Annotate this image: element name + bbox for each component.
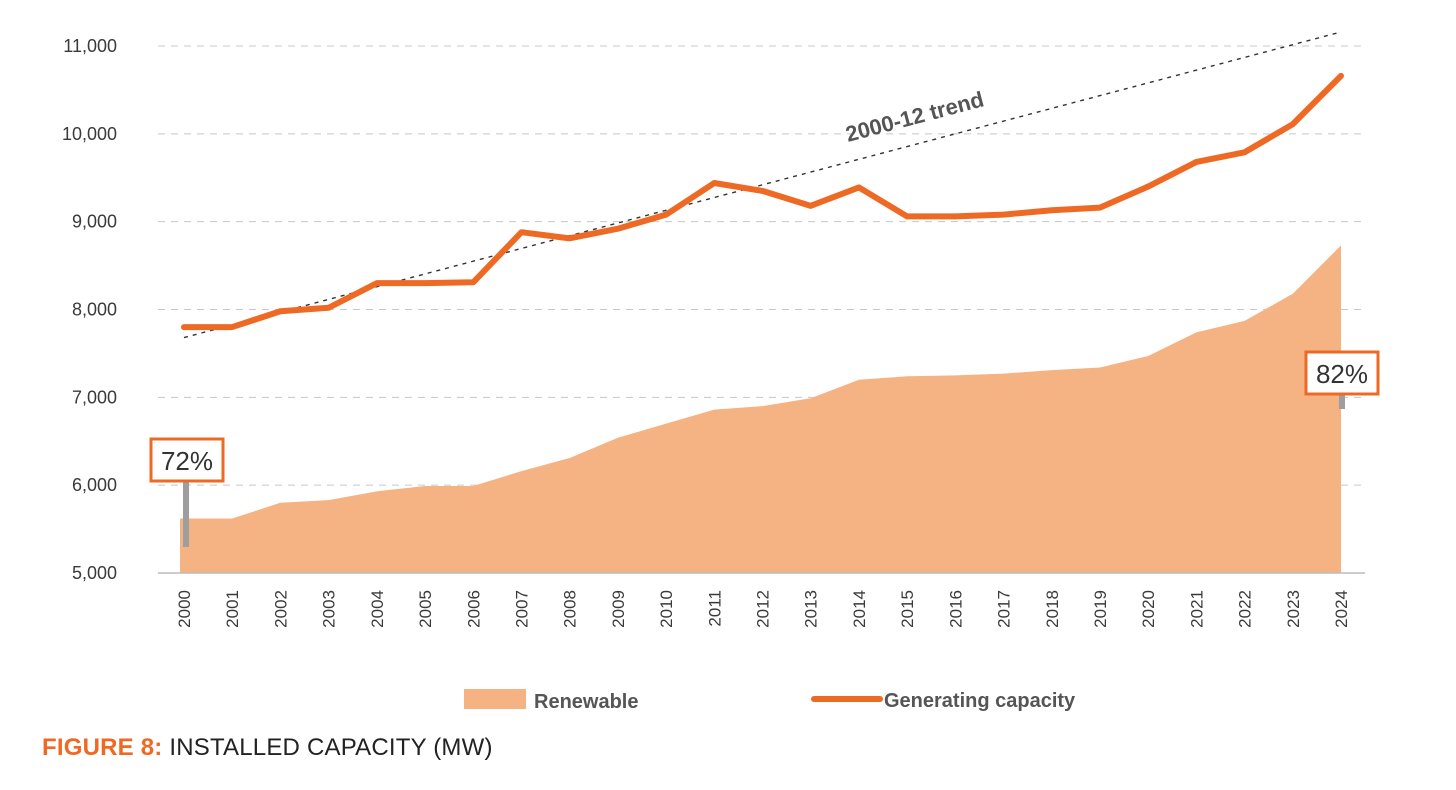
generating-capacity-line [181,72,1344,331]
x-tick-label: 2002 [271,590,290,628]
y-tick-label: 10,000 [62,124,117,144]
x-tick-label: 2010 [657,590,676,628]
trend-label: 2000-12 trend [843,86,987,146]
x-tick-label: 2021 [1187,590,1206,628]
x-tick-label: 2003 [320,590,339,628]
legend-label-generating: Generating capacity [884,690,1076,712]
x-tick-label: 2023 [1284,590,1303,628]
legend-swatch-renewable [464,689,526,709]
x-tick-label: 2004 [368,590,387,628]
generating-capacity-layer [181,72,1344,331]
legend-label-renewable: Renewable [534,691,638,713]
annotation-label: 82% [1316,359,1368,389]
annotation-box [149,437,225,483]
axes: 5,000 6,000 7,000 8,000 9,000 10,000 11,000 200… [62,36,1365,628]
x-tick-label: 2024 [1332,590,1351,628]
x-tick-label: 2020 [1139,590,1158,628]
y-tick-label: 9,000 [72,212,117,232]
x-tick-label: 2012 [754,590,773,628]
annotation-label: 72% [161,446,213,476]
x-tick-label: 2013 [802,590,821,628]
y-tick-label: 7,000 [72,387,117,407]
annotation-layer: 72% 82% [149,350,1380,547]
legend: Renewable Generating capacity [464,689,1076,713]
x-tick-label: 2015 [898,590,917,628]
x-tick-label: 2016 [946,590,965,628]
x-tick-label: 2011 [705,590,724,627]
y-tick-label: 5,000 [72,563,117,583]
x-tick-label: 2009 [609,590,628,628]
x-tick-label: 2022 [1236,590,1255,628]
y-tick-label: 11,000 [63,36,117,56]
x-tick-label: 2008 [561,590,580,628]
x-tick-label: 2018 [1043,590,1062,628]
x-tick-label: 2000 [175,590,194,628]
caption-prefix: FIGURE 8: [42,734,163,761]
y-tick-label: 8,000 [72,300,117,320]
x-tick-label: 2006 [464,590,483,628]
x-tick-label: 2005 [416,590,435,628]
annotation-box [1304,350,1380,396]
figure-caption: FIGURE 8: INSTALLED CAPACITY (MW) [42,734,493,762]
x-tick-label: 2014 [850,590,869,628]
renewable-area-layer [180,245,1341,574]
renewable-area [180,245,1341,574]
x-tick-label: 2001 [223,590,242,628]
x-tick-label: 2007 [512,590,531,628]
trend-line [183,31,1342,339]
x-tick-label: 2017 [995,590,1014,628]
caption-title: INSTALLED CAPACITY (MW) [169,734,493,761]
y-tick-label: 6,000 [72,475,117,495]
x-tick-label: 2019 [1091,590,1110,628]
